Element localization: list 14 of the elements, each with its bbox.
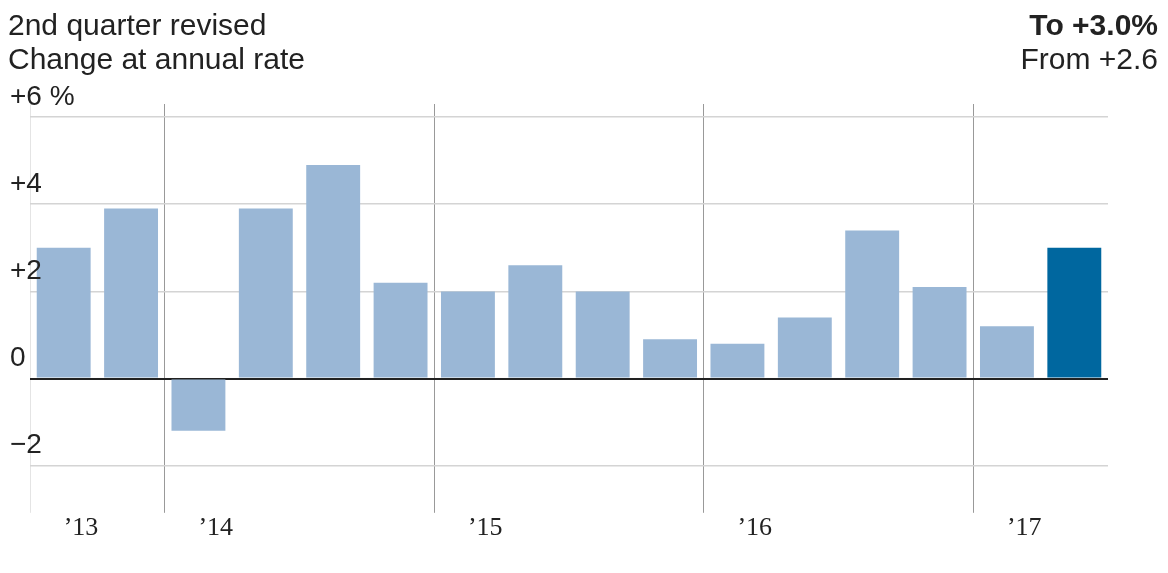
y-tick-label: +2 (10, 254, 42, 286)
x-tick-label: ’13 (63, 512, 99, 542)
x-tick-label: ’17 (1006, 512, 1042, 542)
y-tick-label: 0 (10, 341, 26, 373)
chart-subtitle: Change at annual rate (8, 42, 305, 76)
y-tick-label: +4 (10, 166, 42, 198)
text: To +3.0% (1028, 8, 1158, 42)
text: From +2.6 (1020, 42, 1158, 76)
x-tick-label: ’14 (198, 512, 234, 542)
chart-title: 2nd quarter revised (8, 8, 268, 42)
y-tick-label: −2 (10, 428, 42, 460)
x-tick-label: ’15 (467, 512, 503, 542)
y-tick-label: +6 % (10, 79, 75, 111)
x-tick-label: ’16 (737, 512, 773, 542)
